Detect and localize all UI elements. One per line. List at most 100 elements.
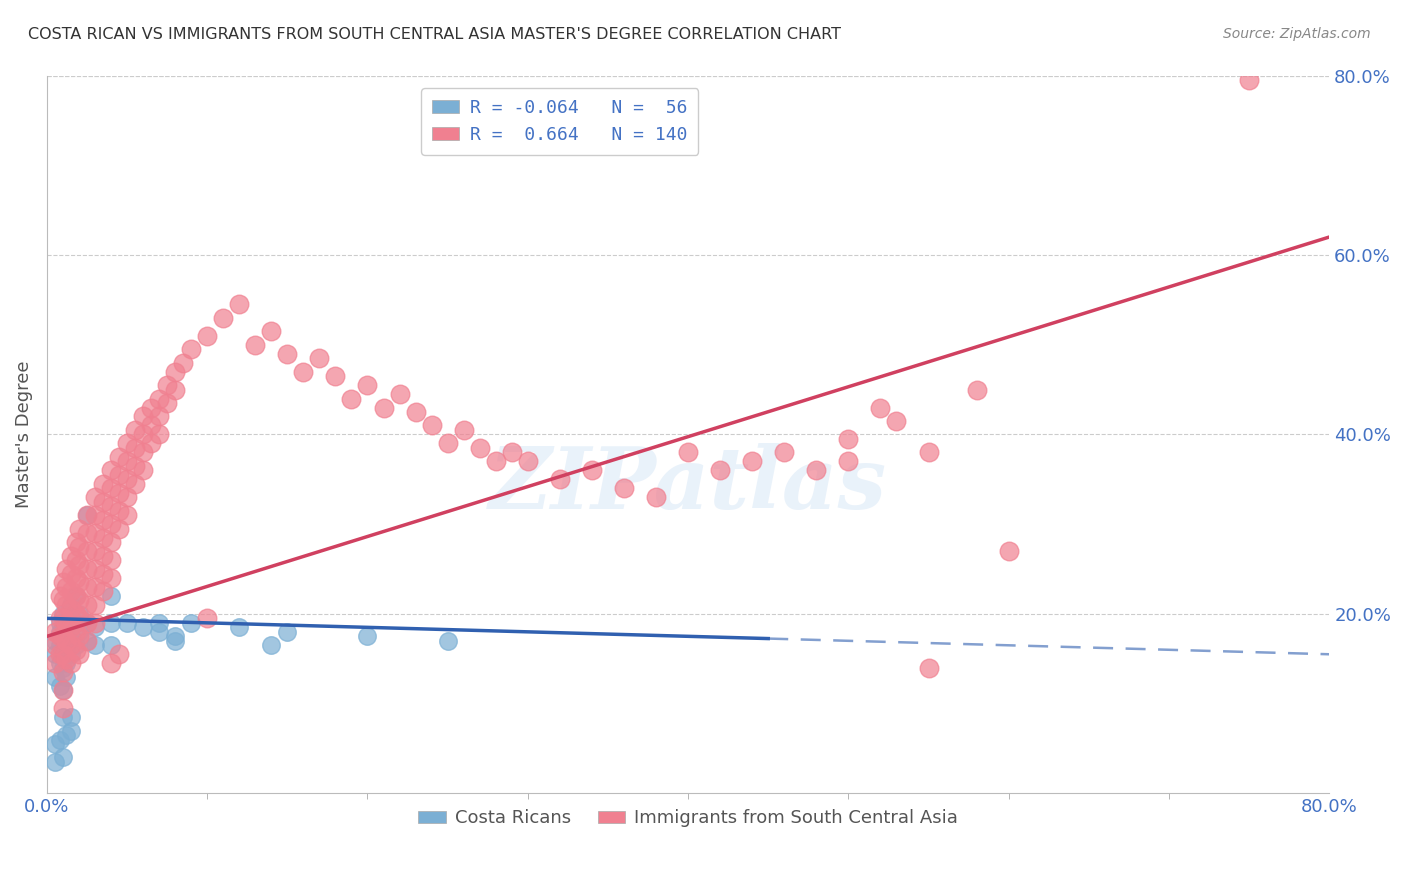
- Point: [100, 615, 122, 630]
- Point: [373, 401, 395, 415]
- Point: [44, 638, 66, 652]
- Point: [48, 732, 70, 747]
- Point: [48, 629, 70, 643]
- Point: [59, 566, 82, 581]
- Point: [59, 647, 82, 661]
- Point: [276, 624, 298, 639]
- Point: [115, 454, 138, 468]
- Point: [997, 544, 1019, 558]
- Point: [55, 652, 77, 666]
- Point: [340, 392, 363, 406]
- Point: [52, 633, 75, 648]
- Point: [84, 638, 107, 652]
- Point: [165, 629, 187, 643]
- Point: [55, 642, 77, 657]
- Text: Source: ZipAtlas.com: Source: ZipAtlas.com: [1223, 27, 1371, 41]
- Point: [917, 661, 939, 675]
- Point: [148, 392, 170, 406]
- Point: [55, 629, 77, 643]
- Point: [180, 615, 202, 630]
- Point: [436, 633, 458, 648]
- Point: [806, 463, 828, 477]
- Point: [55, 657, 77, 671]
- Point: [59, 657, 82, 671]
- Point: [180, 342, 202, 356]
- Point: [124, 423, 146, 437]
- Point: [84, 620, 107, 634]
- Y-axis label: Master's Degree: Master's Degree: [15, 360, 32, 508]
- Point: [645, 490, 668, 504]
- Point: [84, 580, 107, 594]
- Point: [76, 508, 98, 523]
- Point: [67, 522, 90, 536]
- Point: [260, 324, 283, 338]
- Point: [52, 593, 75, 607]
- Point: [308, 351, 330, 366]
- Point: [436, 436, 458, 450]
- Point: [52, 710, 75, 724]
- Point: [966, 383, 988, 397]
- Point: [108, 522, 131, 536]
- Point: [228, 297, 250, 311]
- Point: [59, 638, 82, 652]
- Point: [212, 310, 235, 325]
- Point: [44, 633, 66, 648]
- Point: [48, 679, 70, 693]
- Point: [132, 445, 155, 459]
- Point: [59, 710, 82, 724]
- Point: [48, 615, 70, 630]
- Point: [48, 611, 70, 625]
- Point: [67, 624, 90, 639]
- Point: [84, 490, 107, 504]
- Point: [356, 629, 378, 643]
- Point: [124, 441, 146, 455]
- Point: [52, 575, 75, 590]
- Point: [55, 615, 77, 630]
- Point: [501, 445, 523, 459]
- Point: [165, 633, 187, 648]
- Point: [195, 611, 218, 625]
- Point: [453, 423, 475, 437]
- Point: [65, 624, 87, 639]
- Point: [613, 481, 636, 495]
- Point: [108, 450, 131, 464]
- Point: [55, 580, 77, 594]
- Point: [100, 589, 122, 603]
- Point: [115, 490, 138, 504]
- Point: [48, 657, 70, 671]
- Point: [139, 418, 162, 433]
- Point: [65, 615, 87, 630]
- Point: [100, 638, 122, 652]
- Point: [91, 476, 114, 491]
- Point: [55, 670, 77, 684]
- Point: [55, 562, 77, 576]
- Point: [44, 657, 66, 671]
- Point: [108, 504, 131, 518]
- Point: [67, 611, 90, 625]
- Point: [91, 513, 114, 527]
- Point: [100, 657, 122, 671]
- Point: [44, 647, 66, 661]
- Point: [48, 589, 70, 603]
- Point: [59, 620, 82, 634]
- Point: [55, 728, 77, 742]
- Point: [76, 598, 98, 612]
- Point: [124, 476, 146, 491]
- Point: [917, 445, 939, 459]
- Point: [276, 347, 298, 361]
- Point: [886, 414, 908, 428]
- Point: [65, 589, 87, 603]
- Point: [165, 383, 187, 397]
- Point: [65, 642, 87, 657]
- Point: [52, 683, 75, 698]
- Point: [84, 615, 107, 630]
- Point: [59, 723, 82, 738]
- Point: [115, 508, 138, 523]
- Point: [837, 432, 859, 446]
- Point: [52, 620, 75, 634]
- Point: [139, 436, 162, 450]
- Point: [100, 481, 122, 495]
- Text: COSTA RICAN VS IMMIGRANTS FROM SOUTH CENTRAL ASIA MASTER'S DEGREE CORRELATION CH: COSTA RICAN VS IMMIGRANTS FROM SOUTH CEN…: [28, 27, 841, 42]
- Point: [52, 701, 75, 715]
- Point: [132, 463, 155, 477]
